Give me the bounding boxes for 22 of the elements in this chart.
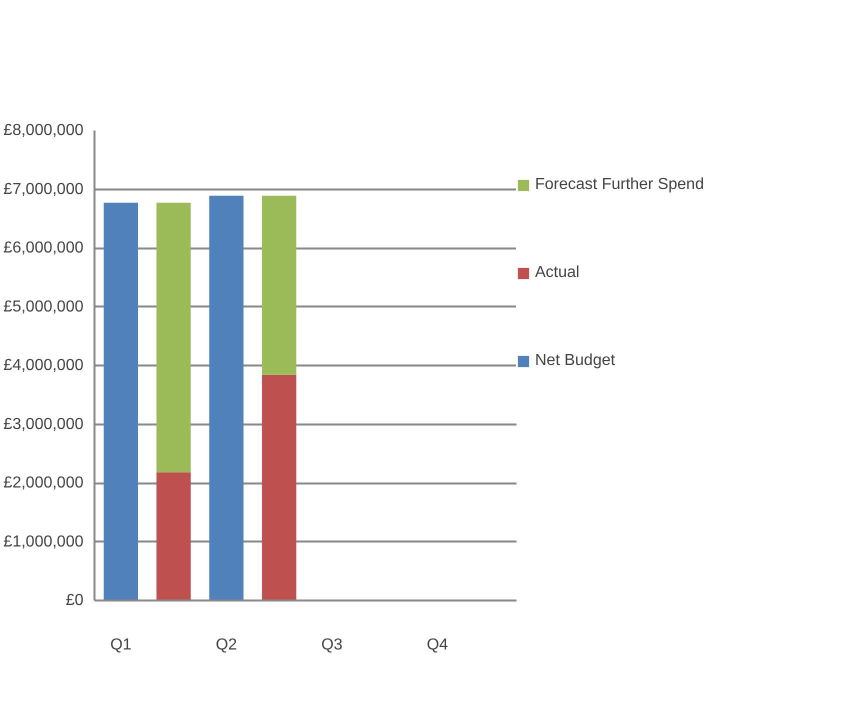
x-tick-label: Q4 [426,636,448,654]
bar [209,196,244,600]
y-tick-label: £2,000,000 [3,474,84,492]
legend-label: Actual [535,264,580,282]
bar [156,202,191,472]
y-tick-label: £0 [66,592,84,609]
y-tick-label: £3,000,000 [3,416,84,433]
x-tick-label: Q3 [321,636,343,654]
bar [156,472,191,600]
bar [262,196,296,375]
y-tick-label: £7,000,000 [3,180,84,198]
x-tick-label: Q1 [110,636,132,654]
legend-label: Forecast Further Spend [535,176,704,194]
y-tick-label: £6,000,000 [3,240,84,256]
x-tick-label: Q2 [216,636,238,654]
y-tick-label: £5,000,000 [3,298,84,316]
bar [104,202,138,600]
bar [262,374,296,600]
legend-label: Net Budget [535,352,616,370]
y-tick-label: £1,000,000 [3,533,84,550]
y-tick-label: £4,000,000 [3,357,84,374]
y-tick-label: £8,000,000 [3,122,84,139]
